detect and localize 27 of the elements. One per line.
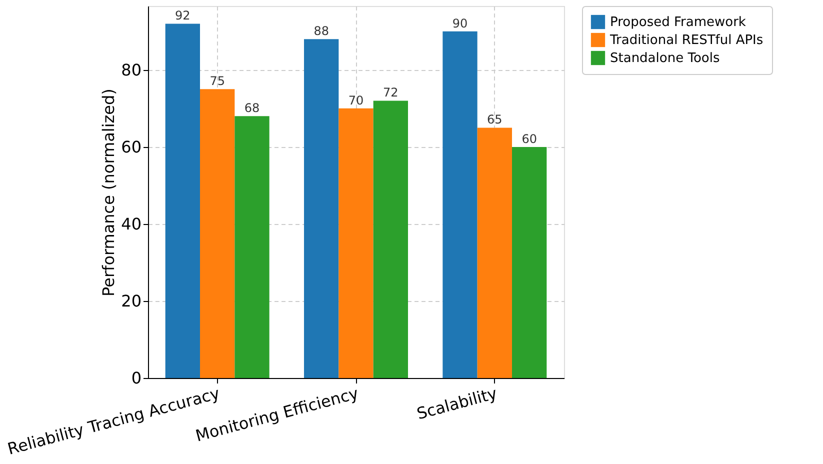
data-label: 60 — [522, 132, 537, 146]
y-tick-label: 60 — [121, 137, 142, 156]
data-label: 70 — [348, 93, 364, 108]
y-tick-label: 20 — [121, 291, 142, 310]
data-label: 65 — [487, 112, 502, 127]
y-tick-label: 80 — [121, 60, 142, 80]
bar — [512, 146, 547, 378]
bar — [477, 128, 512, 378]
legend-label: Traditional RESTful APIs — [609, 33, 764, 48]
data-label: 72 — [383, 86, 398, 100]
bar — [304, 39, 339, 378]
data-label: 92 — [175, 8, 190, 23]
data-label: 75 — [210, 74, 225, 88]
bar — [234, 116, 270, 378]
data-label: 68 — [244, 101, 260, 116]
bar — [442, 31, 478, 378]
legend-label: Proposed Framework — [610, 15, 746, 30]
bar — [338, 108, 374, 378]
y-axis-title: Performance (normalized) — [99, 88, 118, 296]
bar — [373, 100, 408, 378]
data-label: 90 — [452, 16, 468, 30]
data-label: 88 — [314, 24, 329, 38]
legend-label: Standalone Tools — [610, 51, 720, 66]
y-tick-label: 0 — [131, 368, 142, 388]
bar — [165, 24, 200, 378]
y-tick-label: 40 — [121, 214, 142, 234]
bar — [200, 89, 235, 378]
